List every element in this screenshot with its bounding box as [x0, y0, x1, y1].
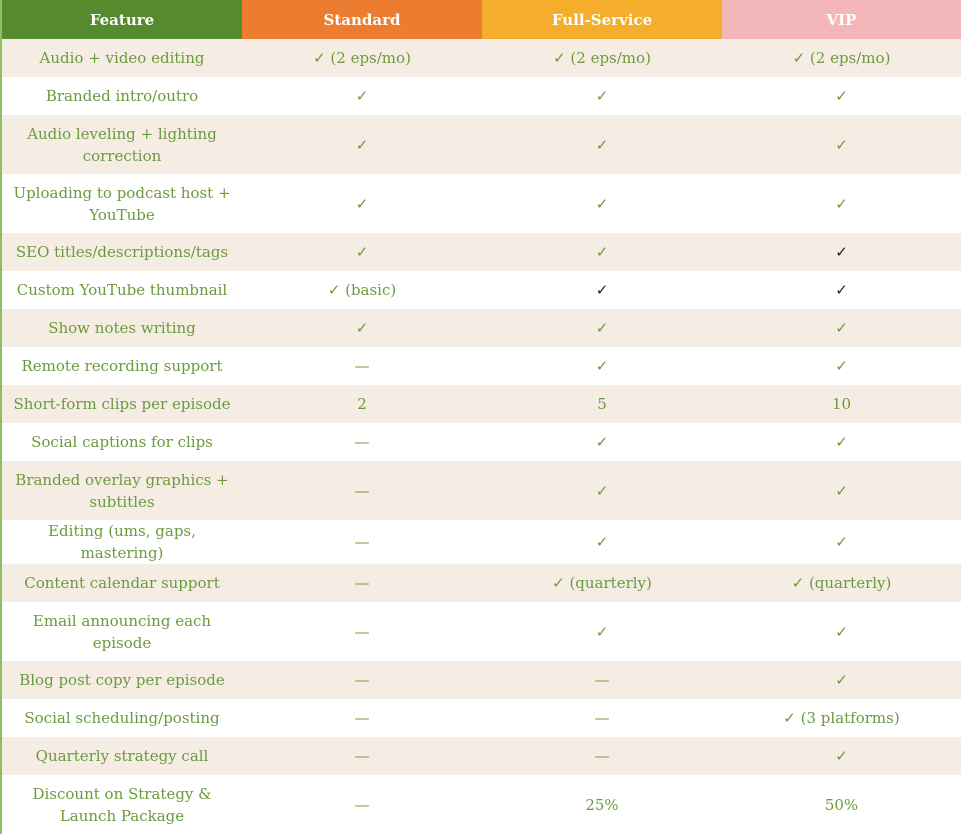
plan-value-cell: ✓	[482, 271, 722, 309]
table-row: Social scheduling/posting — — ✓ (3 platform…	[1, 699, 961, 737]
table-row: Custom YouTube thumbnail ✓ (basic) ✓ ✓	[1, 271, 961, 309]
plan-value-cell: ✓	[482, 115, 722, 174]
plan-value-cell: —	[482, 661, 722, 699]
table-row: Remote recording support — ✓ ✓	[1, 347, 961, 385]
feature-cell: Audio leveling + lighting correction	[1, 115, 242, 174]
table-row: Content calendar support — ✓ (quarterly) ✓ …	[1, 564, 961, 602]
column-header-full-service: Full-Service	[482, 0, 722, 39]
plan-value-cell: ✓	[722, 233, 961, 271]
plan-value-cell: ✓ (basic)	[242, 271, 482, 309]
plan-value-cell: —	[242, 461, 482, 520]
plan-value-cell: ✓	[242, 174, 482, 233]
plan-value-cell: ✓	[482, 233, 722, 271]
plan-value-cell: 25%	[482, 775, 722, 834]
table-row: Blog post copy per episode — — ✓	[1, 661, 961, 699]
plan-value-cell: ✓	[482, 309, 722, 347]
plan-value-cell: 50%	[722, 775, 961, 834]
plan-value-cell: —	[242, 602, 482, 661]
plan-value-cell: ✓	[482, 461, 722, 520]
table-row: Audio + video editing ✓ (2 eps/mo) ✓ (2 ep…	[1, 39, 961, 77]
plan-value-cell: 10	[722, 385, 961, 423]
plan-value-cell: ✓	[722, 309, 961, 347]
plan-value-cell: ✓	[242, 115, 482, 174]
table-row: Short-form clips per episode 2 5 10	[1, 385, 961, 423]
feature-cell: Editing (ums, gaps, mastering)	[1, 520, 242, 564]
plan-value-cell: ✓	[482, 347, 722, 385]
plan-value-cell: ✓	[242, 77, 482, 115]
table-row: Discount on Strategy & Launch Package —25…	[1, 775, 961, 834]
table-header-row: Feature Standard Full-Service VIP	[1, 0, 961, 39]
plan-value-cell: ✓	[722, 661, 961, 699]
plan-value-cell: —	[242, 347, 482, 385]
feature-cell: Quarterly strategy call	[1, 737, 242, 775]
plan-value-cell: ✓	[242, 309, 482, 347]
plan-value-cell: —	[242, 699, 482, 737]
table-row: Branded overlay graphics + subtitles — ✓ ✓	[1, 461, 961, 520]
plan-value-cell: ✓ (quarterly)	[722, 564, 961, 602]
plan-value-cell: ✓	[722, 602, 961, 661]
plan-value-cell: ✓	[722, 115, 961, 174]
feature-cell: Uploading to podcast host + YouTube	[1, 174, 242, 233]
plan-value-cell: ✓	[722, 174, 961, 233]
plan-value-cell: ✓	[482, 174, 722, 233]
table-row: Editing (ums, gaps, mastering) — ✓ ✓	[1, 520, 961, 564]
plan-value-cell: 2	[242, 385, 482, 423]
feature-cell: Social captions for clips	[1, 423, 242, 461]
plan-value-cell: ✓ (2 eps/mo)	[242, 39, 482, 77]
feature-cell: Custom YouTube thumbnail	[1, 271, 242, 309]
plan-value-cell: ✓	[482, 520, 722, 564]
plan-value-cell: —	[242, 661, 482, 699]
plan-value-cell: ✓	[482, 423, 722, 461]
table-row: Branded intro/outro ✓ ✓ ✓	[1, 77, 961, 115]
plan-value-cell: ✓ (3 platforms)	[722, 699, 961, 737]
plan-value-cell: ✓	[722, 271, 961, 309]
plan-value-cell: —	[482, 699, 722, 737]
plan-value-cell: ✓ (2 eps/mo)	[482, 39, 722, 77]
plan-value-cell: ✓	[722, 461, 961, 520]
plan-value-cell: ✓ (quarterly)	[482, 564, 722, 602]
feature-cell: Discount on Strategy & Launch Package	[1, 775, 242, 834]
feature-cell: SEO titles/descriptions/tags	[1, 233, 242, 271]
feature-cell: Short-form clips per episode	[1, 385, 242, 423]
plan-value-cell: ✓	[482, 77, 722, 115]
plan-value-cell: 5	[482, 385, 722, 423]
column-header-standard: Standard	[242, 0, 482, 39]
plan-value-cell: ✓	[722, 737, 961, 775]
feature-cell: Social scheduling/posting	[1, 699, 242, 737]
feature-cell: Content calendar support	[1, 564, 242, 602]
column-header-vip: VIP	[722, 0, 961, 39]
plan-value-cell: —	[242, 423, 482, 461]
plan-value-cell: ✓	[482, 602, 722, 661]
feature-cell: Remote recording support	[1, 347, 242, 385]
plan-value-cell: ✓	[722, 77, 961, 115]
table-row: SEO titles/descriptions/tags ✓ ✓ ✓	[1, 233, 961, 271]
feature-cell: Branded intro/outro	[1, 77, 242, 115]
plan-value-cell: —	[242, 564, 482, 602]
feature-cell: Blog post copy per episode	[1, 661, 242, 699]
table-row: Show notes writing ✓ ✓ ✓	[1, 309, 961, 347]
plan-value-cell: —	[482, 737, 722, 775]
table-row: Social captions for clips — ✓ ✓	[1, 423, 961, 461]
plan-value-cell: ✓ (2 eps/mo)	[722, 39, 961, 77]
table-row: Uploading to podcast host + YouTube ✓ ✓ ✓	[1, 174, 961, 233]
column-header-feature: Feature	[1, 0, 242, 39]
plan-value-cell: ✓	[722, 520, 961, 564]
feature-cell: Branded overlay graphics + subtitles	[1, 461, 242, 520]
plan-value-cell: —	[242, 737, 482, 775]
plan-value-cell: ✓	[722, 423, 961, 461]
table-row: Quarterly strategy call — — ✓	[1, 737, 961, 775]
feature-cell: Email announcing each episode	[1, 602, 242, 661]
feature-cell: Show notes writing	[1, 309, 242, 347]
feature-cell: Audio + video editing	[1, 39, 242, 77]
plan-value-cell: —	[242, 775, 482, 834]
plan-value-cell: ✓	[722, 347, 961, 385]
plan-value-cell: —	[242, 520, 482, 564]
table-row: Email announcing each episode — ✓ ✓	[1, 602, 961, 661]
plan-value-cell: ✓	[242, 233, 482, 271]
table-row: Audio leveling + lighting correction ✓ ✓ ✓	[1, 115, 961, 174]
